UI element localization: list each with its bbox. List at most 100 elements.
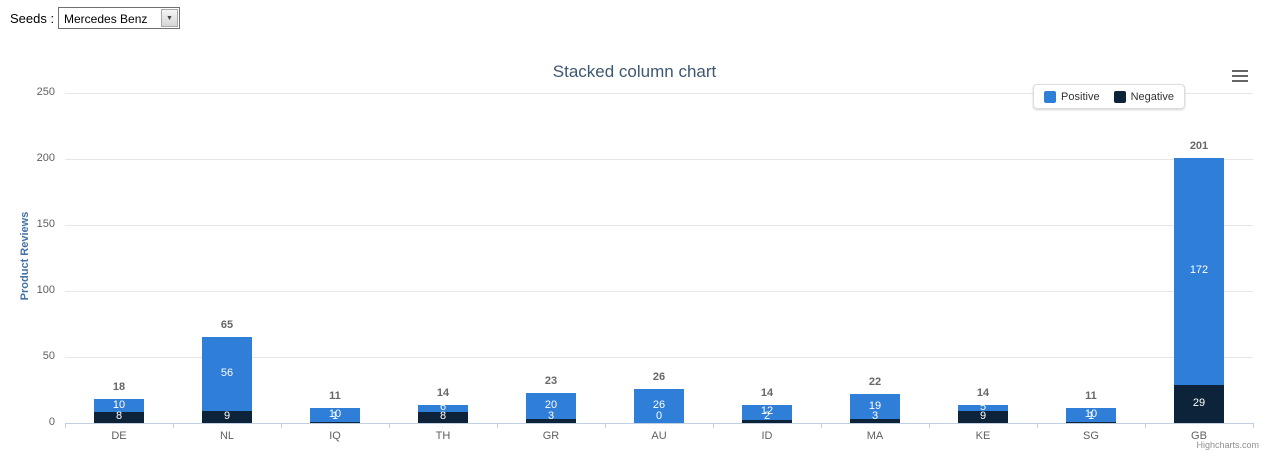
- negative-value-label: 2: [763, 410, 771, 422]
- bar-segment-negative[interactable]: [850, 419, 900, 423]
- x-axis-tick: [605, 423, 606, 428]
- bar-segment-positive[interactable]: [850, 393, 900, 420]
- bar-segment-positive[interactable]: [94, 399, 144, 413]
- x-axis-tick: [497, 423, 498, 428]
- seeds-select[interactable]: Mercedes Benz ▼: [58, 7, 180, 29]
- bar-segment-negative[interactable]: [202, 411, 252, 423]
- bar-segment-negative[interactable]: [94, 412, 144, 423]
- highcharts-credits[interactable]: Highcharts.com: [1196, 440, 1259, 450]
- x-axis-category-label: ID: [761, 430, 773, 442]
- positive-value-label: 5: [979, 400, 987, 413]
- negative-value-label: 1: [331, 410, 339, 422]
- bar-segment-negative[interactable]: [418, 412, 468, 423]
- bar-segment-positive[interactable]: [202, 337, 252, 412]
- x-axis-tick: [1253, 423, 1254, 428]
- stack-total-label: 22: [868, 375, 882, 388]
- grid-line: [65, 225, 1253, 226]
- x-axis-tick: [173, 423, 174, 428]
- x-axis-tick: [1037, 423, 1038, 428]
- legend-item-positive[interactable]: Positive: [1044, 90, 1100, 103]
- x-axis-tick: [281, 423, 282, 428]
- grid-line: [65, 357, 1253, 358]
- chart-context-menu-button[interactable]: [1228, 66, 1252, 86]
- x-axis-category-label: GB: [1191, 430, 1207, 442]
- stack-total-label: 14: [436, 386, 450, 399]
- legend-label: Negative: [1130, 90, 1174, 103]
- seeds-label: Seeds :: [10, 11, 55, 26]
- negative-value-label: 29: [1192, 396, 1206, 409]
- bar-segment-negative[interactable]: [958, 411, 1008, 423]
- legend: Positive Negative: [1033, 84, 1185, 109]
- bar-segment-negative[interactable]: [310, 421, 360, 423]
- y-axis-tick-label: 100: [36, 284, 55, 296]
- stack-total-label: 23: [544, 374, 558, 387]
- bar-segment-negative[interactable]: [1066, 421, 1116, 423]
- x-axis-tick: [65, 423, 66, 428]
- stack-total-label: 18: [112, 381, 126, 394]
- legend-swatch-icon: [1113, 90, 1126, 103]
- bar-segment-positive[interactable]: [1066, 408, 1116, 422]
- x-axis-tick: [821, 423, 822, 428]
- y-axis-tick-label: 50: [42, 350, 55, 362]
- dropdown-arrow-icon[interactable]: ▼: [161, 9, 178, 27]
- stack-total-label: 201: [1189, 139, 1209, 152]
- legend-swatch-icon: [1044, 90, 1057, 103]
- x-axis-category-label: TH: [435, 430, 451, 442]
- bar-segment-positive[interactable]: [634, 388, 684, 423]
- y-axis-tick-label: 150: [36, 218, 55, 230]
- bar-segment-positive[interactable]: [742, 404, 792, 421]
- positive-value-label: 10: [112, 398, 126, 411]
- legend-label: Positive: [1061, 90, 1100, 103]
- bar-segment-negative[interactable]: [526, 419, 576, 423]
- positive-value-label: 12: [760, 405, 774, 418]
- bar-segment-positive[interactable]: [418, 404, 468, 413]
- x-axis-category-label: GR: [542, 430, 560, 442]
- positive-value-label: 6: [439, 401, 447, 414]
- positive-value-label: 19: [868, 399, 882, 412]
- x-axis-category-label: KE: [975, 430, 991, 442]
- bar-segment-positive[interactable]: [958, 404, 1008, 412]
- stack-total-label: 11: [1085, 390, 1097, 403]
- x-axis-category-label: DE: [111, 430, 127, 442]
- bar-segment-positive[interactable]: [526, 392, 576, 420]
- legend-item-negative[interactable]: Negative: [1113, 90, 1174, 103]
- positive-value-label: 20: [544, 398, 558, 411]
- y-axis-tick-label: 250: [36, 86, 55, 98]
- x-axis-tick: [1145, 423, 1146, 428]
- x-axis-category-label: AU: [651, 430, 667, 442]
- chart-title: Stacked column chart: [552, 62, 717, 81]
- bar-segment-positive[interactable]: [310, 408, 360, 422]
- negative-value-label: 8: [115, 410, 123, 422]
- bar-segment-negative[interactable]: [1174, 384, 1224, 423]
- x-axis-tick: [929, 423, 930, 428]
- negative-value-label: 1: [1087, 410, 1095, 422]
- bar-segment-positive[interactable]: [1174, 157, 1224, 385]
- x-axis-category-label: SG: [1083, 430, 1099, 442]
- positive-value-label: 10: [1084, 408, 1098, 421]
- stack-total-label: 26: [652, 370, 666, 383]
- x-axis-category-label: NL: [219, 430, 235, 442]
- positive-value-label: 56: [220, 367, 234, 380]
- negative-value-label: 8: [439, 410, 447, 422]
- x-axis-tick: [389, 423, 390, 428]
- negative-value-label: 9: [223, 410, 231, 422]
- y-axis-title: Product Reviews: [19, 211, 31, 301]
- positive-value-label: 10: [328, 408, 342, 421]
- grid-line: [65, 93, 1253, 94]
- x-axis-line: [65, 423, 1253, 424]
- positive-value-label: 172: [1189, 264, 1209, 277]
- stack-total-label: 14: [976, 386, 990, 399]
- positive-value-label: 26: [652, 398, 666, 411]
- stack-total-label: 11: [329, 390, 341, 403]
- negative-value-label: 9: [979, 410, 987, 422]
- negative-value-label: 3: [871, 410, 879, 422]
- grid-line: [65, 291, 1253, 292]
- grid-line: [65, 159, 1253, 160]
- stack-total-label: 14: [760, 386, 774, 399]
- bar-segment-negative[interactable]: [742, 420, 792, 423]
- negative-value-label: 3: [547, 410, 555, 422]
- x-axis-category-label: IQ: [329, 430, 341, 442]
- y-axis-tick-label: 200: [36, 152, 55, 164]
- x-axis-tick: [713, 423, 714, 428]
